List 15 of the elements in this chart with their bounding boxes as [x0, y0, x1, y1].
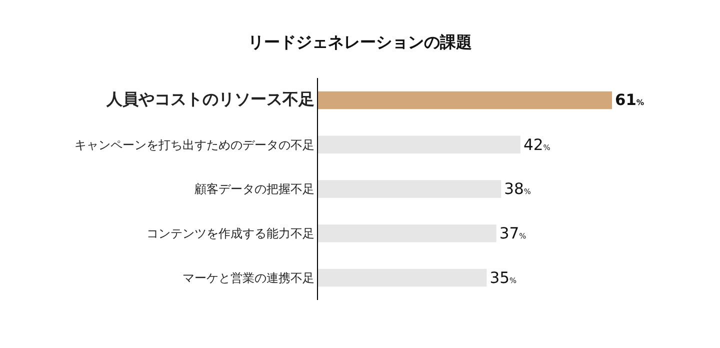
data-label: 42%	[523, 136, 550, 154]
y-tick-label: キャンペーンを打ち出すためのデータの不足	[74, 138, 315, 152]
bar	[318, 224, 496, 242]
y-tick-label: マーケと営業の連携不足	[182, 271, 315, 285]
y-tick-label: 人員やコストのリソース不足	[106, 89, 315, 108]
data-label: 38%	[504, 180, 531, 198]
y-tick-label: コンテンツを作成する能力不足	[146, 226, 315, 241]
bar	[318, 91, 612, 110]
bar	[318, 136, 520, 154]
bar	[318, 268, 487, 287]
data-label: 35%	[490, 268, 516, 287]
data-label: 37%	[499, 224, 526, 243]
chart-title: リードジェネレーションの課題	[248, 32, 472, 52]
y-tick-label: 顧客データの把握不足	[194, 182, 315, 196]
bar	[318, 180, 502, 198]
